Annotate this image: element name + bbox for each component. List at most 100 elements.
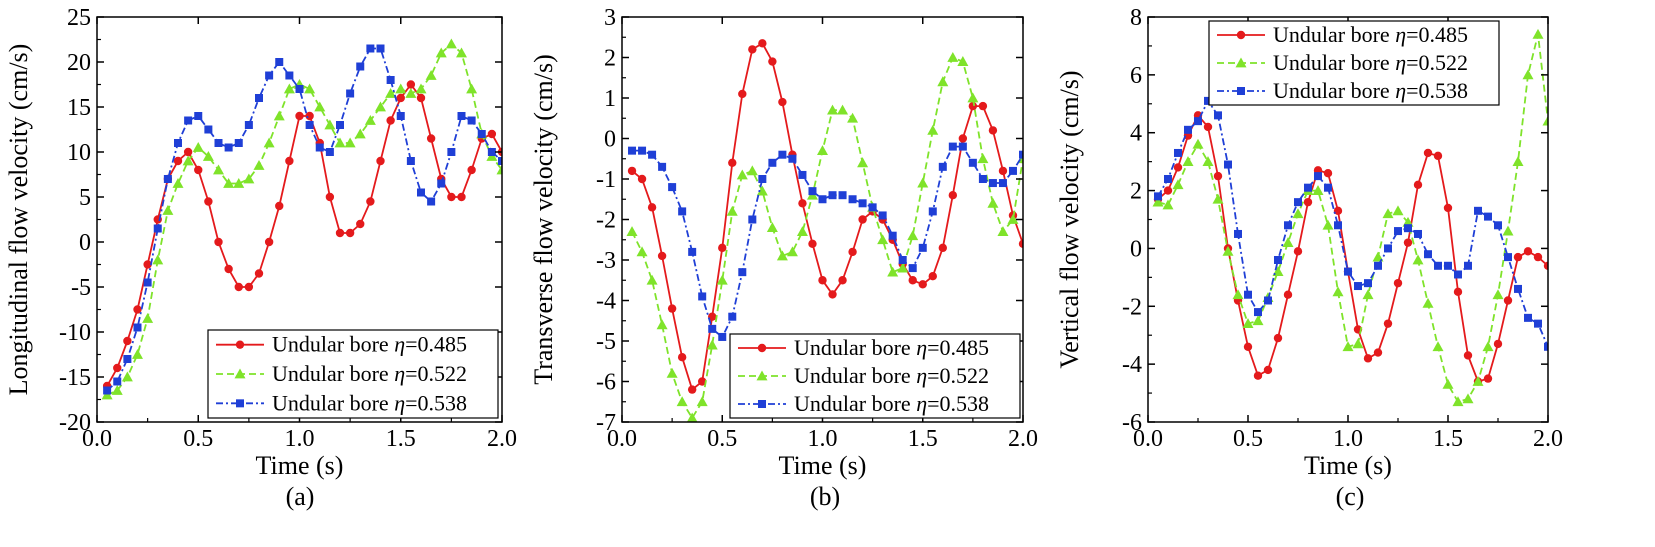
data-point	[1244, 290, 1252, 299]
data-point	[1154, 192, 1162, 201]
x-tick-label: 0.0	[607, 426, 637, 452]
data-point	[987, 197, 999, 208]
data-point	[748, 45, 757, 54]
data-point	[447, 192, 456, 202]
data-point	[728, 158, 737, 167]
data-point	[698, 292, 707, 301]
data-point	[716, 274, 728, 285]
data-point	[768, 158, 777, 167]
data-point	[204, 197, 213, 206]
data-point	[1433, 151, 1443, 161]
data-point	[1174, 148, 1182, 157]
data-point	[325, 192, 335, 202]
data-point	[688, 247, 697, 256]
y-tick-label: -3	[596, 248, 616, 274]
data-point	[1472, 376, 1484, 386]
data-point	[1192, 138, 1204, 149]
data-point	[1443, 203, 1453, 213]
data-point	[1412, 254, 1424, 265]
data-point	[938, 162, 947, 171]
x-tick-label: 2.0	[487, 426, 517, 452]
data-point	[113, 377, 122, 386]
y-tick-label: 6	[1130, 63, 1142, 89]
data-point	[918, 243, 927, 252]
data-point	[1392, 205, 1404, 216]
data-point	[386, 76, 395, 84]
data-point	[1413, 180, 1423, 189]
data-point	[738, 268, 747, 277]
data-point	[1404, 224, 1412, 233]
data-point	[1524, 313, 1532, 322]
data-point	[194, 165, 203, 175]
data-point	[1374, 261, 1382, 270]
x-tick-label: 1.0	[285, 426, 315, 452]
x-tick-label: 0.5	[183, 426, 213, 452]
data-point	[1463, 351, 1473, 360]
y-tick-label: -6	[1122, 410, 1142, 436]
data-point	[1334, 221, 1342, 230]
data-point	[776, 250, 788, 261]
data-point	[386, 116, 395, 125]
data-point	[283, 83, 295, 94]
legend-marker	[757, 343, 767, 353]
data-point	[295, 85, 304, 93]
data-point	[1263, 365, 1273, 375]
y-tick-label: -7	[596, 410, 616, 436]
data-point	[838, 191, 847, 200]
data-point	[192, 142, 204, 152]
data-point	[1283, 290, 1293, 299]
y-tick-label: 8	[1130, 5, 1142, 31]
data-point	[1253, 371, 1263, 380]
data-point	[1512, 156, 1524, 167]
data-point	[1522, 69, 1534, 80]
data-point	[1164, 175, 1172, 183]
legend: Undular bore η=0.485 Undular bore η=0.522…	[729, 333, 1021, 419]
x-tick-label: 1.5	[1433, 426, 1463, 452]
data-point	[234, 282, 243, 292]
data-point	[1344, 267, 1352, 276]
data-point	[1182, 156, 1194, 167]
data-point	[1243, 342, 1253, 351]
y-tick-label: 5	[79, 185, 91, 211]
data-point	[364, 115, 376, 125]
data-point	[1214, 111, 1222, 120]
data-point	[1464, 261, 1472, 270]
data-point	[1312, 185, 1324, 195]
data-point	[314, 101, 326, 112]
data-point	[275, 201, 284, 211]
data-point	[1394, 227, 1402, 236]
data-point	[1454, 270, 1462, 279]
data-point	[375, 101, 386, 112]
data-point	[858, 199, 867, 208]
data-point	[487, 129, 497, 139]
data-point	[224, 143, 233, 152]
y-tick-label: 0	[1130, 236, 1142, 262]
data-point	[1414, 229, 1422, 238]
data-point	[878, 211, 887, 220]
x-tick-label: 0.5	[707, 426, 737, 452]
series-2	[101, 38, 502, 400]
data-point	[336, 121, 344, 129]
data-point	[758, 175, 767, 183]
data-point	[172, 178, 184, 188]
data-point	[285, 71, 294, 80]
x-axis-title: Time (s)	[779, 451, 867, 480]
data-point	[1163, 186, 1173, 195]
data-point	[425, 70, 437, 80]
data-point	[818, 276, 827, 285]
data-point	[194, 112, 203, 120]
data-point	[676, 396, 688, 407]
data-point	[113, 363, 122, 373]
data-point	[445, 38, 457, 49]
data-point	[1352, 338, 1364, 349]
data-point	[718, 332, 727, 341]
panel-label: (a)	[286, 482, 315, 511]
data-point	[1274, 256, 1282, 264]
series-line	[106, 42, 502, 396]
data-point	[143, 260, 152, 269]
data-point	[1494, 221, 1502, 230]
data-point	[1342, 341, 1354, 352]
legend-marker	[1237, 87, 1245, 95]
data-point	[1503, 296, 1513, 305]
y-tick-label: 10	[67, 140, 91, 166]
